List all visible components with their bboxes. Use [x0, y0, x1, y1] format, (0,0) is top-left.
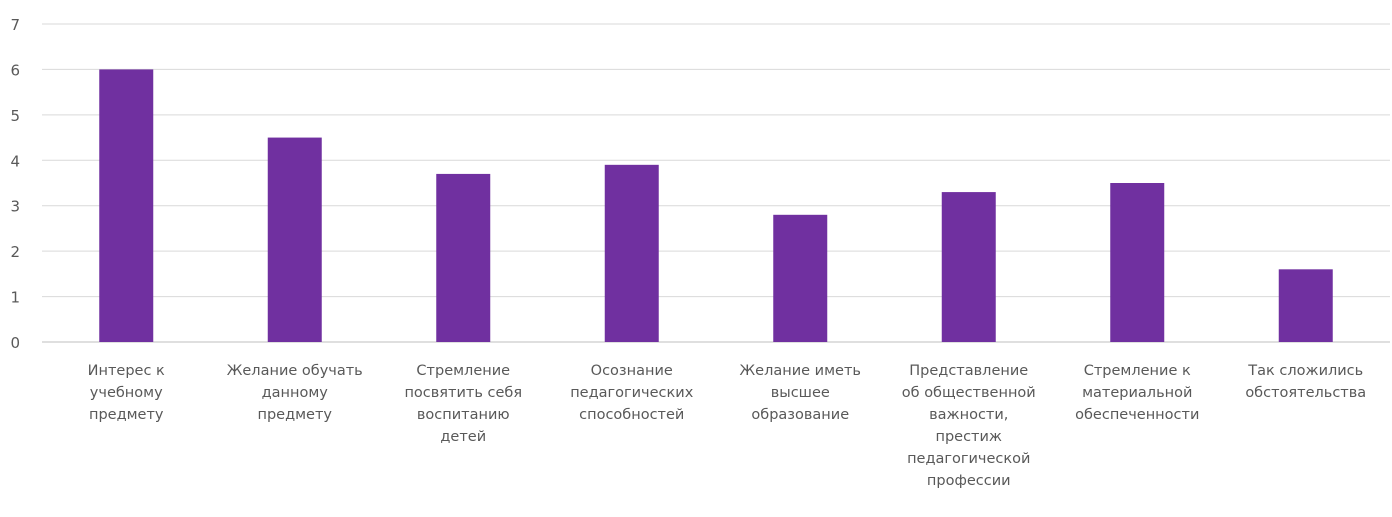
- x-category-label-line: обеспеченности: [1075, 407, 1199, 423]
- x-category-label: Интерес к учебному предмету: [88, 363, 165, 423]
- x-category-label-line: предмету: [89, 407, 164, 423]
- bar: [267, 137, 322, 342]
- x-category-label-line: образование: [751, 407, 849, 423]
- x-category-label: Стремление к материальной обеспеченности: [1075, 363, 1199, 423]
- x-category-label-line: Так сложились: [1247, 363, 1363, 379]
- x-category-label-line: престиж: [935, 429, 1002, 445]
- x-category-label-line: высшее: [771, 385, 830, 401]
- bar: [773, 214, 828, 342]
- x-category-label-line: обстоятельства: [1245, 385, 1366, 401]
- bar: [941, 192, 996, 342]
- x-category-label-line: педагогической: [907, 451, 1030, 467]
- x-category-label-line: посвятить себя: [404, 385, 522, 401]
- x-category-label-line: педагогических: [570, 385, 693, 401]
- bar: [1278, 269, 1333, 342]
- x-category-label: Желание обучать данному предмету: [227, 363, 363, 423]
- x-category-label-line: Стремление: [416, 363, 510, 379]
- bar: [436, 173, 491, 342]
- gridlines: [42, 23, 1390, 343]
- x-category-label-line: Интерес к: [88, 363, 165, 379]
- x-category-label-line: важности,: [929, 407, 1008, 423]
- y-tick-label: 1: [10, 289, 20, 307]
- y-axis-ticks: 0 1 2 3 4 5 6 7: [10, 16, 20, 352]
- x-category-label-line: материальной: [1082, 385, 1192, 401]
- x-category-label: Желание иметь высшее образование: [740, 363, 861, 423]
- bar: [1110, 183, 1165, 342]
- x-category-label-line: Стремление к: [1084, 363, 1191, 379]
- x-category-label-line: предмету: [257, 407, 332, 423]
- y-tick-label: 0: [10, 334, 20, 352]
- x-category-label-line: Желание обучать: [227, 363, 363, 379]
- x-category-label-line: об общественной: [902, 385, 1036, 401]
- x-category-label-line: Желание иметь: [740, 363, 861, 379]
- y-tick-label: 5: [10, 107, 20, 125]
- x-category-label: Так сложились обстоятельства: [1245, 363, 1366, 401]
- x-category-label-line: детей: [440, 429, 486, 445]
- x-category-label: Стремление посвятить себя воспитанию детей: [404, 363, 522, 445]
- x-category-label-line: способностей: [579, 407, 684, 423]
- x-category-label: Представление об общественной важности, пре…: [902, 363, 1036, 489]
- x-category-label-line: воспитанию: [417, 407, 510, 423]
- y-tick-label: 2: [10, 243, 20, 261]
- x-category-label-line: профессии: [927, 473, 1011, 489]
- y-tick-label: 3: [10, 198, 20, 216]
- x-category-label-line: Осознание: [591, 363, 673, 379]
- bar: [604, 164, 659, 342]
- x-category-label-line: Представление: [909, 363, 1028, 379]
- y-tick-label: 6: [10, 61, 20, 79]
- y-tick-label: 4: [10, 152, 20, 170]
- bar: [99, 69, 154, 342]
- x-category-label-line: учебному: [90, 385, 163, 401]
- y-tick-label: 7: [10, 16, 20, 34]
- x-category-label-line: данному: [262, 385, 329, 401]
- x-category-label: Осознание педагогических способностей: [570, 363, 693, 423]
- bars: [99, 69, 1333, 342]
